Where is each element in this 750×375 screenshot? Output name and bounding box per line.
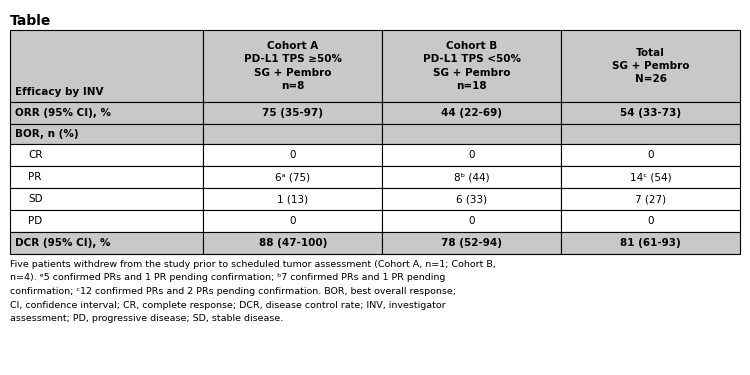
Bar bbox=[10, 166, 203, 188]
Bar bbox=[203, 188, 382, 210]
Text: 0: 0 bbox=[469, 216, 475, 226]
Bar bbox=[203, 232, 382, 254]
Bar bbox=[203, 144, 382, 166]
Text: 54 (33-73): 54 (33-73) bbox=[620, 108, 681, 118]
Bar bbox=[10, 232, 203, 254]
Text: PR: PR bbox=[28, 172, 41, 182]
Bar bbox=[382, 232, 561, 254]
Text: Total
SG + Pembro
N=26: Total SG + Pembro N=26 bbox=[612, 48, 689, 84]
Bar bbox=[561, 166, 740, 188]
Bar bbox=[561, 210, 740, 232]
Text: 88 (47-100): 88 (47-100) bbox=[259, 238, 327, 248]
Text: CR: CR bbox=[28, 150, 43, 160]
Bar bbox=[203, 102, 382, 124]
Bar bbox=[10, 102, 203, 124]
Bar bbox=[382, 144, 561, 166]
Text: Cohort A
PD-L1 TPS ≥50%
SG + Pembro
n=8: Cohort A PD-L1 TPS ≥50% SG + Pembro n=8 bbox=[244, 41, 342, 91]
Text: 75 (35-97): 75 (35-97) bbox=[262, 108, 323, 118]
Bar bbox=[10, 124, 203, 144]
Bar bbox=[203, 166, 382, 188]
Text: 7 (27): 7 (27) bbox=[635, 194, 666, 204]
Bar bbox=[561, 124, 740, 144]
Bar bbox=[203, 124, 382, 144]
Bar bbox=[10, 188, 203, 210]
Bar bbox=[10, 144, 203, 166]
Bar bbox=[382, 124, 561, 144]
Bar bbox=[382, 188, 561, 210]
Bar bbox=[561, 144, 740, 166]
Text: BOR, n (%): BOR, n (%) bbox=[15, 129, 79, 139]
Text: 81 (61-93): 81 (61-93) bbox=[620, 238, 681, 248]
Text: 0: 0 bbox=[290, 216, 296, 226]
Bar bbox=[10, 210, 203, 232]
Text: Efficacy by INV: Efficacy by INV bbox=[15, 87, 104, 97]
Text: 14ᶜ (54): 14ᶜ (54) bbox=[630, 172, 671, 182]
Text: Five patients withdrew from the study prior to scheduled tumor assessment (Cohor: Five patients withdrew from the study pr… bbox=[10, 260, 496, 269]
Bar bbox=[561, 102, 740, 124]
Bar bbox=[382, 210, 561, 232]
Text: PD: PD bbox=[28, 216, 42, 226]
Text: DCR (95% CI), %: DCR (95% CI), % bbox=[15, 238, 110, 248]
Bar bbox=[203, 210, 382, 232]
Text: 1 (13): 1 (13) bbox=[278, 194, 308, 204]
Text: n=4). ᵉ5 confirmed PRs and 1 PR pending confirmation; ᵇ7 confirmed PRs and 1 PR : n=4). ᵉ5 confirmed PRs and 1 PR pending … bbox=[10, 273, 445, 282]
Text: Table: Table bbox=[10, 14, 51, 28]
Text: 0: 0 bbox=[290, 150, 296, 160]
Text: CI, confidence interval; CR, complete response; DCR, disease control rate; INV, : CI, confidence interval; CR, complete re… bbox=[10, 300, 445, 309]
Text: 78 (52-94): 78 (52-94) bbox=[441, 238, 503, 248]
Text: 44 (22-69): 44 (22-69) bbox=[441, 108, 503, 118]
Text: 6 (33): 6 (33) bbox=[456, 194, 488, 204]
Bar bbox=[561, 188, 740, 210]
Text: 6ᵃ (75): 6ᵃ (75) bbox=[275, 172, 310, 182]
Bar bbox=[382, 102, 561, 124]
Bar bbox=[203, 30, 382, 102]
Text: Cohort B
PD-L1 TPS <50%
SG + Pembro
n=18: Cohort B PD-L1 TPS <50% SG + Pembro n=18 bbox=[423, 41, 520, 91]
Text: 0: 0 bbox=[469, 150, 475, 160]
Text: SD: SD bbox=[28, 194, 43, 204]
Text: ORR (95% CI), %: ORR (95% CI), % bbox=[15, 108, 111, 118]
Bar bbox=[10, 30, 203, 102]
Bar bbox=[561, 30, 740, 102]
Text: 8ᵇ (44): 8ᵇ (44) bbox=[454, 172, 490, 182]
Bar bbox=[382, 30, 561, 102]
Text: assessment; PD, progressive disease; SD, stable disease.: assessment; PD, progressive disease; SD,… bbox=[10, 314, 284, 323]
Text: 0: 0 bbox=[647, 150, 654, 160]
Bar bbox=[561, 232, 740, 254]
Bar bbox=[382, 166, 561, 188]
Text: 0: 0 bbox=[647, 216, 654, 226]
Text: confirmation; ᶜ12 confirmed PRs and 2 PRs pending confirmation. BOR, best overal: confirmation; ᶜ12 confirmed PRs and 2 PR… bbox=[10, 287, 456, 296]
